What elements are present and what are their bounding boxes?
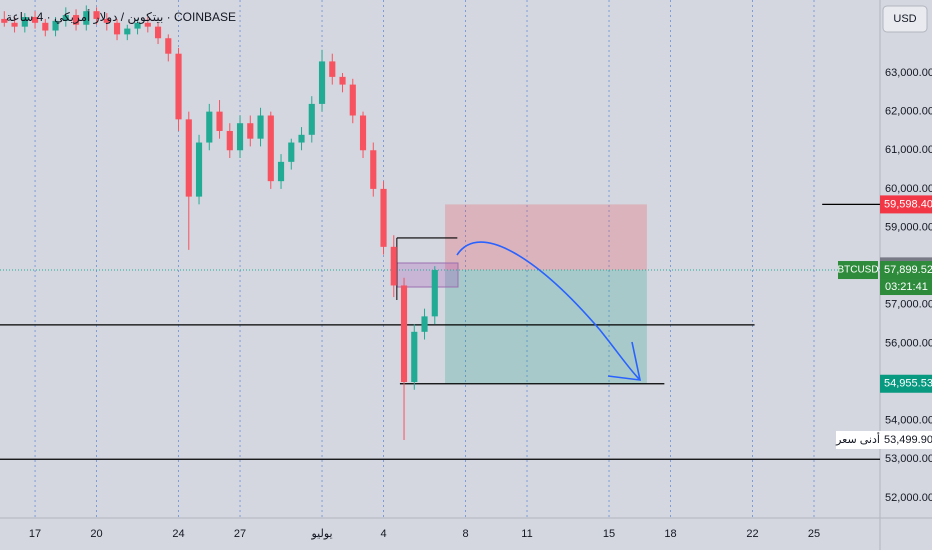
candle-body bbox=[411, 331, 418, 383]
countdown: 03:21:41 bbox=[885, 281, 928, 293]
candle-body bbox=[134, 22, 141, 29]
candle-body bbox=[298, 134, 305, 143]
price-label: 59,598.40 bbox=[884, 198, 932, 210]
currency-button[interactable] bbox=[882, 5, 928, 33]
candle-body bbox=[216, 111, 223, 131]
candle-body bbox=[31, 16, 39, 23]
x-tick-label: 17 bbox=[29, 528, 41, 540]
x-tick-label: 4 bbox=[380, 528, 386, 540]
candle-body bbox=[175, 53, 182, 120]
candle-body bbox=[247, 123, 254, 139]
x-tick-label: 15 bbox=[603, 528, 615, 540]
x-tick-label: 24 bbox=[172, 528, 184, 540]
candle-body bbox=[329, 61, 336, 77]
candle-body bbox=[318, 61, 326, 104]
ticker-tag-box bbox=[838, 261, 878, 280]
y-tick-label: 54,000.00 bbox=[885, 415, 932, 427]
candle-body bbox=[42, 22, 49, 31]
candle-body bbox=[144, 22, 151, 27]
candle-body bbox=[277, 161, 285, 182]
candle-body bbox=[308, 103, 315, 135]
candle-body bbox=[359, 115, 367, 151]
ticker-tag: BTCUSD bbox=[837, 265, 878, 276]
x-tick-label: 8 bbox=[462, 528, 468, 540]
candle-body bbox=[185, 119, 192, 197]
candle-body bbox=[267, 115, 274, 182]
symbol-title: بيتكوين / دولار أمريكي · 4 ساعة · COINBA… bbox=[6, 9, 236, 25]
candle-body bbox=[83, 11, 90, 25]
x-tick-label: 11 bbox=[521, 528, 532, 540]
candle-body bbox=[288, 142, 295, 162]
candle-body bbox=[93, 11, 100, 19]
price-label-box bbox=[880, 261, 932, 280]
price-label-box bbox=[880, 374, 932, 393]
price-label-box bbox=[880, 195, 932, 214]
candle-body bbox=[124, 28, 131, 35]
y-tick-label: 56,000.00 bbox=[885, 337, 932, 349]
x-tick-label: 27 bbox=[234, 528, 246, 540]
candle-body bbox=[21, 16, 28, 27]
y-tick-label: 62,000.00 bbox=[885, 106, 932, 118]
candle-body bbox=[113, 22, 121, 35]
candle-body bbox=[390, 246, 397, 286]
y-tick-label: 53,000.00 bbox=[885, 453, 932, 465]
candle-body bbox=[226, 130, 233, 151]
price-label: 54,955.53 bbox=[884, 378, 932, 390]
price-label: 53,499.90 bbox=[884, 434, 932, 446]
price-label: 57,899.52 bbox=[884, 264, 932, 276]
candle-body bbox=[400, 285, 408, 383]
x-tick-label: 20 bbox=[90, 528, 102, 540]
candle-body bbox=[72, 15, 80, 25]
target-zone bbox=[445, 270, 647, 384]
candle-body bbox=[103, 18, 110, 23]
candle-body bbox=[165, 38, 172, 54]
countdown-box bbox=[880, 279, 932, 296]
x-tick-label: 22 bbox=[746, 528, 758, 540]
candle-body bbox=[1, 18, 8, 23]
candle-body bbox=[11, 22, 18, 27]
candle-body bbox=[349, 84, 356, 116]
currency[interactable]: USD bbox=[893, 13, 916, 25]
highlight-box bbox=[396, 262, 459, 288]
candle-body bbox=[421, 316, 428, 332]
candle-body bbox=[52, 20, 59, 31]
x-tick-label: يوليو bbox=[310, 528, 332, 540]
low-label: أدنى سعر bbox=[835, 432, 880, 446]
candle-body bbox=[236, 123, 244, 151]
plot-area bbox=[0, 0, 880, 518]
y-tick-label: 63,000.00 bbox=[885, 67, 932, 79]
y-tick-label: 61,000.00 bbox=[885, 144, 932, 156]
y-tick-label: 59,000.00 bbox=[885, 221, 932, 233]
candle-body bbox=[206, 111, 213, 143]
candle-body bbox=[339, 76, 346, 85]
stop-zone bbox=[445, 204, 647, 271]
candle-body bbox=[370, 150, 377, 189]
y-tick-label: 57,000.00 bbox=[885, 299, 932, 311]
x-tick-label: 25 bbox=[808, 528, 820, 540]
candle-body bbox=[62, 15, 69, 21]
price-label-box bbox=[880, 430, 932, 449]
candle-body bbox=[380, 188, 387, 247]
candle-body bbox=[195, 142, 203, 197]
y-tick-label: 60,000.00 bbox=[885, 183, 932, 195]
candle-body bbox=[154, 26, 162, 39]
x-tick-label: 18 bbox=[664, 528, 676, 540]
candle-body bbox=[257, 115, 264, 139]
candle-body bbox=[431, 270, 438, 317]
low-label-box bbox=[836, 430, 880, 449]
y-tick-label: 52,000.00 bbox=[885, 492, 932, 504]
arrow-drawing bbox=[456, 241, 642, 381]
